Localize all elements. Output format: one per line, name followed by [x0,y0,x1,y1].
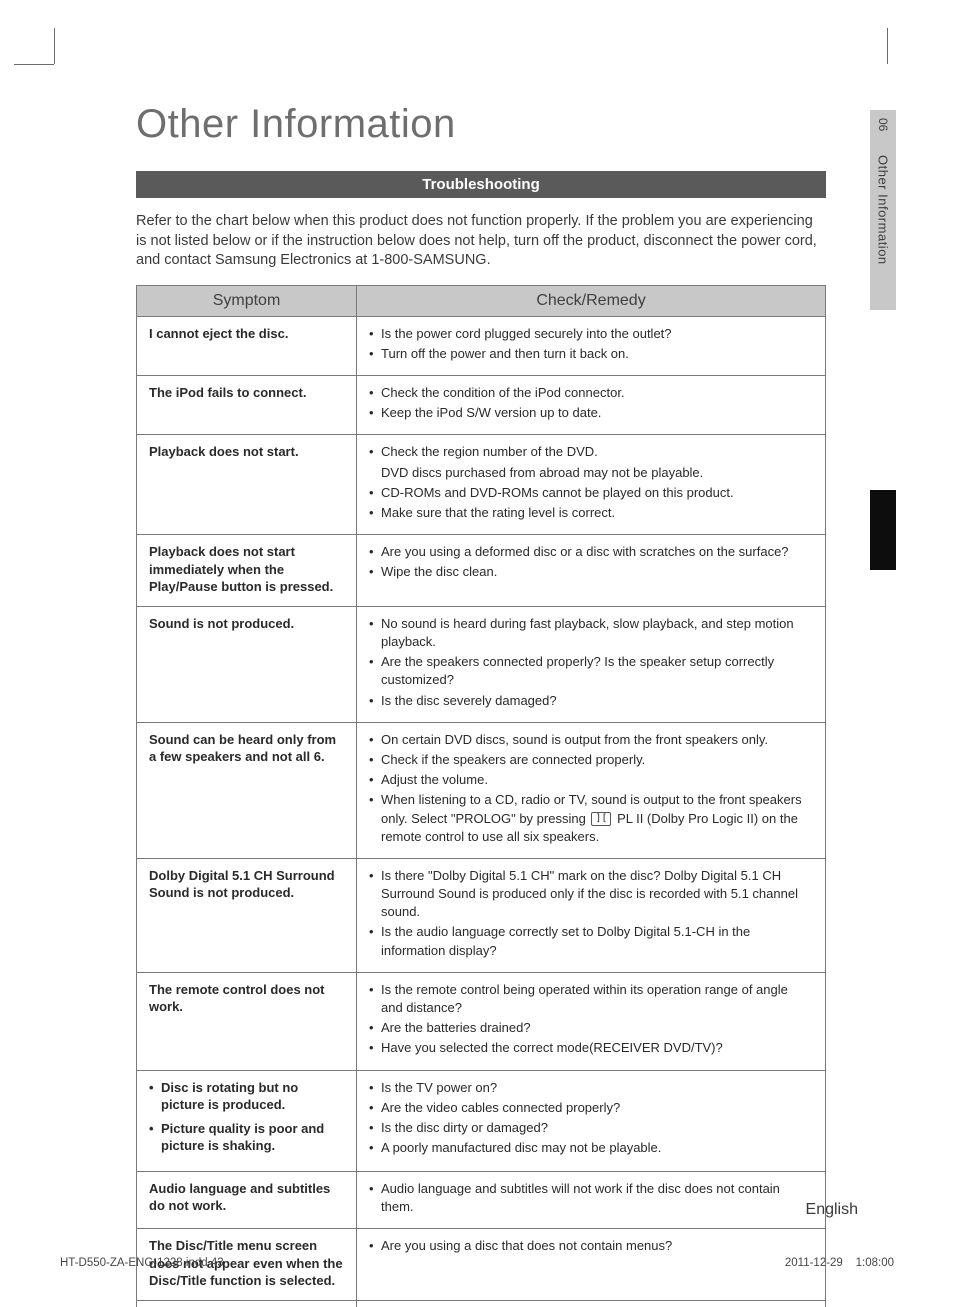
remedy-bullet: Are the speakers connected properly? Is … [369,653,813,689]
crop-mark [54,28,55,64]
column-header-remedy: Check/Remedy [357,285,826,316]
print-timestamp: 2011-12-29 1:08:00 [785,1257,894,1269]
manual-page: 06 Other Information Other Information T… [0,0,954,1307]
remedy-cell: Is the TV power on? Are the video cables … [357,1070,826,1171]
remedy-cell: On certain DVD discs, sound is output fr… [357,722,826,858]
symptom-bullet: Disc is rotating but no picture is produ… [149,1079,344,1114]
symptom-cell: Audio language and subtitles do not work… [137,1171,357,1228]
intro-paragraph: Refer to the chart below when this produ… [136,212,826,271]
page-title: Other Information [136,102,826,147]
remedy-cell: Audio language and subtitles will not wo… [357,1171,826,1228]
remedy-bullet: Is the remote control being operated wit… [369,981,813,1017]
remedy-cell: Is the remote control being operated wit… [357,972,826,1070]
remedy-bullet: Audio language and subtitles will not wo… [369,1180,813,1216]
remedy-cell: You can play 16:9 DVDs in 16:9 WIDE mode… [357,1300,826,1307]
remedy-bullet: Is the disc severely damaged? [369,692,813,710]
remedy-bullet: Adjust the volume. [369,771,813,789]
remedy-bullet: Is there "Dolby Digital 5.1 CH" mark on … [369,867,813,922]
remedy-cell: Check the condition of the iPod connecto… [357,376,826,435]
remedy-bullet: Are you using a deformed disc or a disc … [369,543,813,561]
remedy-cell: No sound is heard during fast playback, … [357,606,826,722]
table-row: Dolby Digital 5.1 CH Surround Sound is n… [137,858,826,972]
remedy-bullet: Is the TV power on? [369,1079,813,1097]
remedy-bullet: Are the video cables connected properly? [369,1099,813,1117]
section-header: Troubleshooting [136,171,826,198]
remedy-bullet: On certain DVD discs, sound is output fr… [369,731,813,749]
remedy-bullet: Is the audio language correctly set to D… [369,923,813,959]
remedy-bullet: Check the condition of the iPod connecto… [369,384,813,402]
print-file-name: HT-D550-ZA-ENG-1228.indd 43 [60,1257,224,1269]
remedy-bullet: When listening to a CD, radio or TV, sou… [369,791,813,846]
side-tab: 06 Other Information [870,110,896,310]
table-row: Playback does not start immediately when… [137,535,826,607]
crop-mark [14,64,54,65]
table-row: Aspect ratio cannot be changed.You can p… [137,1300,826,1307]
symptom-cell: Playback does not start immediately when… [137,535,357,607]
remedy-bullet: Keep the iPod S/W version up to date. [369,404,813,422]
content-area: Other Information Troubleshooting Refer … [136,102,826,1307]
remedy-bullet: Check if the speakers are connected prop… [369,751,813,769]
prolog-button-icon: ][ [591,812,611,826]
table-row: Disc is rotating but no picture is produ… [137,1070,826,1171]
symptom-cell: I cannot eject the disc. [137,316,357,375]
symptom-cell: Disc is rotating but no picture is produ… [137,1070,357,1171]
symptom-cell: Dolby Digital 5.1 CH Surround Sound is n… [137,858,357,972]
symptom-bullet: Picture quality is poor and picture is s… [149,1120,344,1155]
side-tab-number: 06 [876,118,890,131]
remedy-cell: Are you using a deformed disc or a disc … [357,535,826,607]
table-row: The remote control does not work. Is the … [137,972,826,1070]
remedy-bullet: Wipe the disc clean. [369,563,813,581]
symptom-cell: The remote control does not work. [137,972,357,1070]
table-row: Audio language and subtitles do not work… [137,1171,826,1228]
crop-mark [887,28,888,64]
table-row: Sound can be heard only from a few speak… [137,722,826,858]
print-footer: HT-D550-ZA-ENG-1228.indd 43 2011-12-29 1… [60,1257,894,1269]
table-row: Playback does not start.Check the region… [137,435,826,535]
remedy-bullet: Check the region number of the DVD. [369,443,813,461]
remedy-bullet: Are the batteries drained? [369,1019,813,1037]
side-tab-label: Other Information [876,155,891,265]
table-row: Sound is not produced. No sound is heard … [137,606,826,722]
remedy-bullet: Turn off the power and then turn it back… [369,345,813,363]
remedy-cell: Check the region number of the DVD. DVD d… [357,435,826,535]
remedy-bullet: CD-ROMs and DVD-ROMs cannot be played on… [369,484,813,502]
remedy-bullet: Are you using a disc that does not conta… [369,1237,813,1255]
column-header-symptom: Symptom [137,285,357,316]
symptom-cell: Playback does not start. [137,435,357,535]
table-row: I cannot eject the disc. Is the power cor… [137,316,826,375]
table-row: The iPod fails to connect. Check the cond… [137,376,826,435]
remedy-bullet: No sound is heard during fast playback, … [369,615,813,651]
table-header-row: Symptom Check/Remedy [137,285,826,316]
remedy-cell: Is there "Dolby Digital 5.1 CH" mark on … [357,858,826,972]
footer-language: English [806,1201,858,1219]
symptom-cell: Sound is not produced. [137,606,357,722]
side-marker [870,490,896,570]
remedy-bullet: Have you selected the correct mode(RECEI… [369,1039,813,1057]
symptom-cell: The iPod fails to connect. [137,376,357,435]
symptom-cell: Sound can be heard only from a few speak… [137,722,357,858]
remedy-bullet: DVD discs purchased from abroad may not … [369,464,813,482]
remedy-bullet: Make sure that the rating level is corre… [369,504,813,522]
remedy-bullet: Is the disc dirty or damaged? [369,1119,813,1137]
troubleshooting-table: Symptom Check/Remedy I cannot eject the … [136,285,826,1307]
symptom-cell: Aspect ratio cannot be changed. [137,1300,357,1307]
remedy-cell: Is the power cord plugged securely into … [357,316,826,375]
remedy-bullet: Is the power cord plugged securely into … [369,325,813,343]
remedy-bullet: A poorly manufactured disc may not be pl… [369,1139,813,1157]
